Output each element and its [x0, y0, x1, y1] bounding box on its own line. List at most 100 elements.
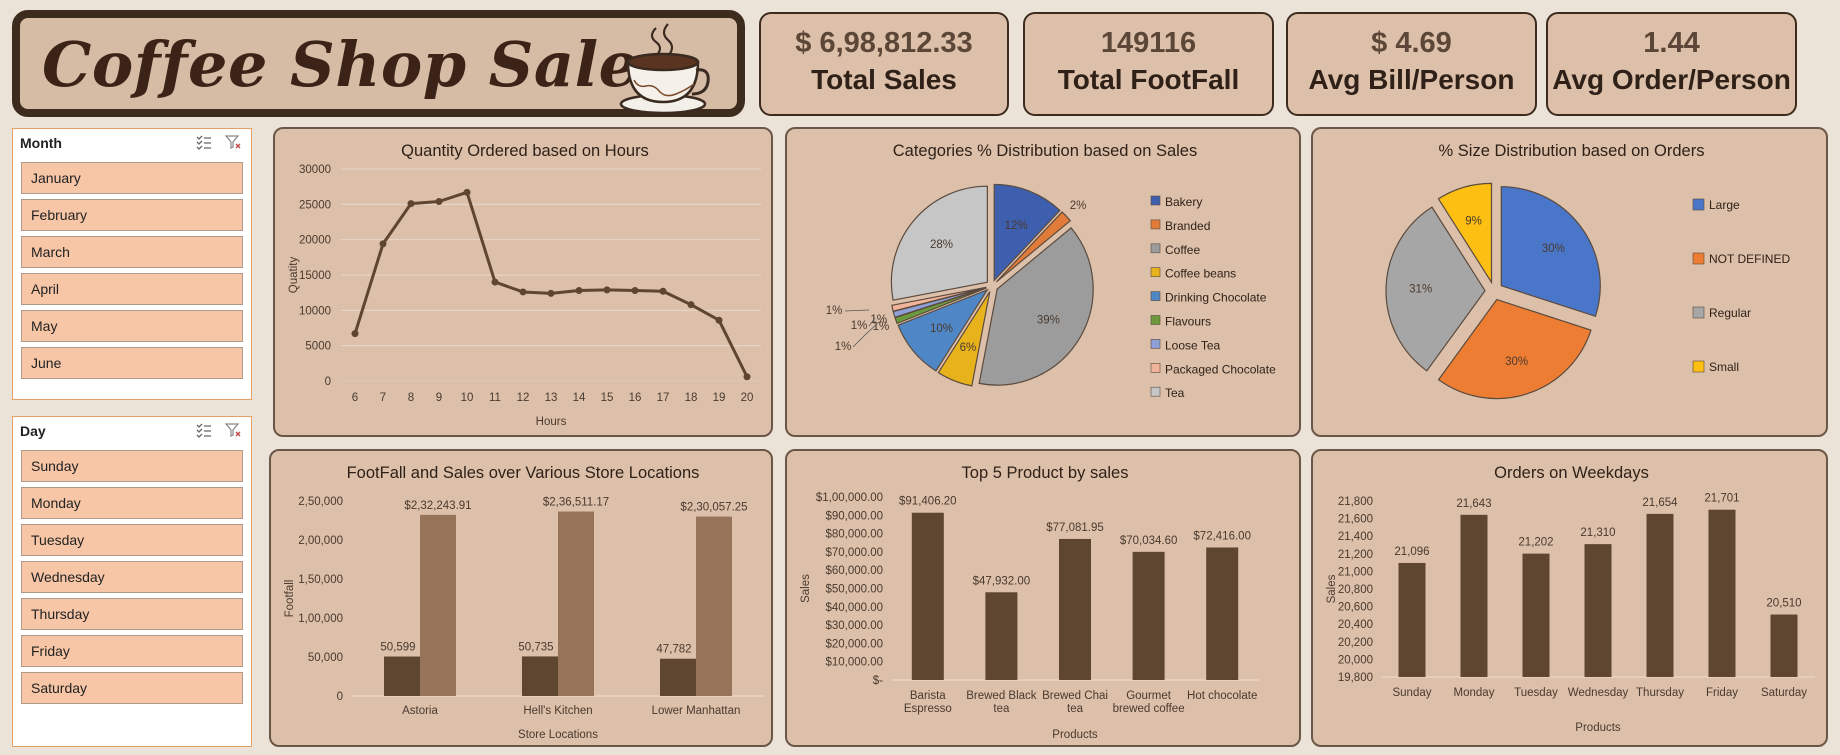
data-point — [687, 301, 695, 309]
legend-swatch — [1150, 291, 1161, 301]
bar — [1460, 514, 1488, 677]
data-point — [603, 286, 611, 294]
x-tick-label: tea — [993, 703, 1010, 715]
legend-label: Packaged Chocolate — [1165, 362, 1276, 376]
kpi-label: Total FootFall — [1057, 64, 1240, 95]
data-label: 21,202 — [1518, 537, 1553, 549]
slicer-item-tuesday[interactable]: Tuesday — [21, 524, 243, 556]
data-point — [379, 240, 387, 248]
data-point — [407, 200, 415, 208]
legend-label: Coffee — [1165, 243, 1200, 257]
slicer-item-sunday[interactable]: Sunday — [21, 450, 243, 482]
data-point — [435, 198, 443, 206]
slicer-item-saturday[interactable]: Saturday — [21, 672, 243, 704]
bar — [1770, 614, 1798, 677]
kpi-value: 1.44 — [1643, 27, 1700, 59]
x-tick-label: Sunday — [1392, 687, 1431, 699]
x-tick-label: Wednesday — [1568, 687, 1629, 699]
legend-label: Bakery — [1165, 195, 1202, 209]
slicer-item-january[interactable]: January — [21, 162, 243, 194]
hours-line-chart: Quantity Ordered based on Hours 0 5000 1000… — [288, 142, 761, 428]
bar — [660, 658, 696, 696]
y-tick-label: $60,000.00 — [825, 565, 883, 577]
pie-slice — [993, 183, 1061, 282]
chart-title: Top 5 Product by sales — [962, 464, 1129, 482]
x-tick-label: 14 — [573, 392, 586, 404]
y-tick-label: 10000 — [299, 305, 331, 317]
clear-filter-icon[interactable] — [225, 134, 241, 150]
data-label: 1% — [826, 305, 843, 317]
weekdays-bar-chart: Orders on Weekdays 19,800 20,000 20,200 20,4… — [1326, 464, 1815, 734]
bar — [522, 656, 558, 696]
data-point — [491, 278, 499, 286]
categories-chart-panel: Categories % Distribution based on Sales… — [785, 127, 1301, 437]
data-label: $2,32,243.91 — [404, 500, 471, 512]
clear-filter-icon[interactable] — [225, 422, 241, 438]
x-axis-title: Store Locations — [518, 729, 598, 741]
legend-label: Branded — [1165, 219, 1210, 233]
y-tick-label: 20,200 — [1338, 637, 1373, 649]
slicer-header: Day — [13, 417, 251, 445]
legend-swatch — [1692, 198, 1705, 211]
slicer-item-june[interactable]: June — [21, 347, 243, 379]
kpi-total-sales: $ 6,98,812.33 Total Sales — [759, 12, 1009, 116]
pie-slice — [1437, 182, 1493, 285]
bar — [1398, 562, 1426, 677]
y-tick-label: $90,000.00 — [825, 510, 883, 522]
legend-label: Tea — [1165, 386, 1185, 400]
bar — [1132, 551, 1165, 680]
pie-slice — [1437, 298, 1592, 400]
y-tick-label: 20,800 — [1338, 584, 1373, 596]
legend-swatch — [1150, 219, 1161, 230]
data-label: $91,406.20 — [899, 496, 957, 508]
slicer-item-wednesday[interactable]: Wednesday — [21, 561, 243, 593]
slicer-item-monday[interactable]: Monday — [21, 487, 243, 519]
data-point — [715, 316, 723, 324]
data-label: 21,310 — [1580, 527, 1615, 539]
leader-line — [852, 321, 880, 348]
x-tick-label: Friday — [1706, 687, 1738, 699]
y-tick-label: 50,000 — [308, 652, 343, 664]
x-tick-label: 16 — [629, 392, 642, 404]
y-tick-label: 1,00,000 — [298, 613, 343, 625]
pie-slice — [978, 227, 1094, 386]
multi-select-icon[interactable] — [196, 422, 212, 438]
y-tick-label: 19,800 — [1338, 672, 1373, 684]
x-tick-label: brewed coffee — [1113, 703, 1185, 715]
data-label: 47,782 — [656, 644, 691, 656]
hours-chart-panel: Quantity Ordered based on Hours 0 5000 1000… — [273, 127, 773, 437]
pie-slice — [890, 185, 988, 301]
legend-label: NOT DEFINED — [1709, 252, 1790, 266]
multi-select-icon[interactable] — [196, 134, 212, 150]
y-tick-label: 20000 — [299, 235, 331, 247]
y-tick-label: 21,200 — [1338, 549, 1373, 561]
slicer-item-april[interactable]: April — [21, 273, 243, 305]
x-tick-label: Hell's Kitchen — [523, 705, 592, 717]
y-tick-label: 15000 — [299, 270, 331, 282]
data-point — [631, 287, 639, 295]
kpi-value: $ 6,98,812.33 — [795, 27, 973, 59]
x-tick-label: Brewed Chai — [1042, 690, 1108, 702]
data-point — [547, 289, 555, 297]
data-point — [463, 188, 471, 196]
legend-swatch — [1150, 195, 1161, 206]
x-tick-label: 20 — [741, 392, 754, 404]
bar — [696, 516, 732, 696]
slicer-item-march[interactable]: March — [21, 236, 243, 268]
x-tick-label: Monday — [1454, 687, 1495, 699]
y-tick-label: 0 — [337, 691, 343, 703]
slicer-item-february[interactable]: February — [21, 199, 243, 231]
x-tick-label: 19 — [713, 392, 726, 404]
bar — [1522, 553, 1550, 677]
data-point — [351, 330, 359, 338]
slicer-item-thursday[interactable]: Thursday — [21, 598, 243, 630]
y-tick-label: 2,00,000 — [298, 535, 343, 547]
slicer-item-friday[interactable]: Friday — [21, 635, 243, 667]
slicer-item-may[interactable]: May — [21, 310, 243, 342]
bar — [1646, 513, 1674, 677]
bar — [1206, 547, 1239, 680]
legend-label: Coffee beans — [1165, 267, 1236, 281]
pie-slice — [1385, 206, 1486, 372]
chart-title: Quantity Ordered based on Hours — [401, 142, 649, 160]
data-label: 39% — [1037, 314, 1060, 326]
